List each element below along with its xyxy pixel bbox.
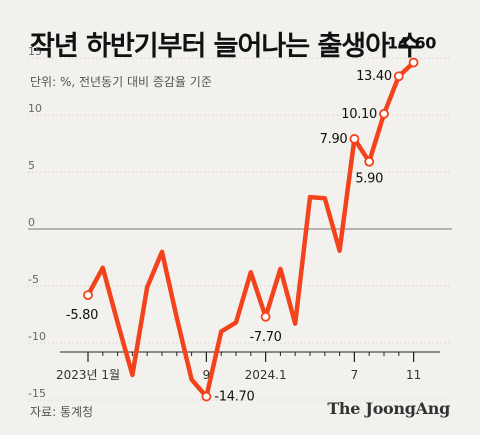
series-line-layer <box>85 60 416 399</box>
chart-subtitle: 단위: %, 전년동기 대비 증감율 기준 <box>30 75 212 89</box>
y-tick-label: 15 <box>28 45 42 58</box>
x-tick-label: 2023년 1월 <box>56 368 120 382</box>
data-label: 7.90 <box>320 132 348 147</box>
chart-title: 작년 하반기부터 늘어나는 출생아 수 <box>30 31 422 62</box>
data-points-layer <box>83 57 419 402</box>
data-labels-layer: -5.80 -14.70 -7.70 7.90 5.90 10.10 13.40 14.60 <box>66 34 437 405</box>
data-point <box>201 391 212 402</box>
data-point <box>393 71 404 82</box>
y-tick-label: 10 <box>28 102 42 115</box>
source-note: 자료: 통계청 <box>30 405 94 419</box>
data-label: -14.70 <box>214 390 254 405</box>
data-point <box>83 290 93 301</box>
x-axis: 2023년 1월 9 2024.1 7 11 <box>56 351 440 382</box>
x-tick-label: 9 <box>203 368 211 382</box>
series-line <box>85 60 416 399</box>
data-point <box>408 57 419 68</box>
data-point <box>349 134 360 144</box>
data-point <box>364 156 375 167</box>
data-label: 13.40 <box>356 69 392 84</box>
data-point <box>260 311 271 322</box>
data-label: 5.90 <box>355 172 383 187</box>
y-tick-label: -10 <box>28 330 46 343</box>
y-tick-labels: 15 10 5 0 -5 -10 -15 <box>28 45 46 400</box>
x-tick-label: 11 <box>406 368 421 382</box>
data-point <box>379 108 389 119</box>
x-tick-label: 2024.1 <box>245 368 287 382</box>
brand-logo: The JoongAng <box>327 399 450 418</box>
y-tick-label: -5 <box>28 273 39 286</box>
y-tick-label: -15 <box>28 387 46 400</box>
data-label: 10.10 <box>341 107 377 122</box>
x-tick-label: 7 <box>351 368 359 382</box>
data-label: -7.70 <box>250 330 282 345</box>
data-label: 14.60 <box>387 34 436 53</box>
y-tick-label: 0 <box>28 216 35 229</box>
grid-layer <box>28 57 452 401</box>
data-label: -5.80 <box>66 308 98 323</box>
y-tick-label: 5 <box>28 159 35 172</box>
